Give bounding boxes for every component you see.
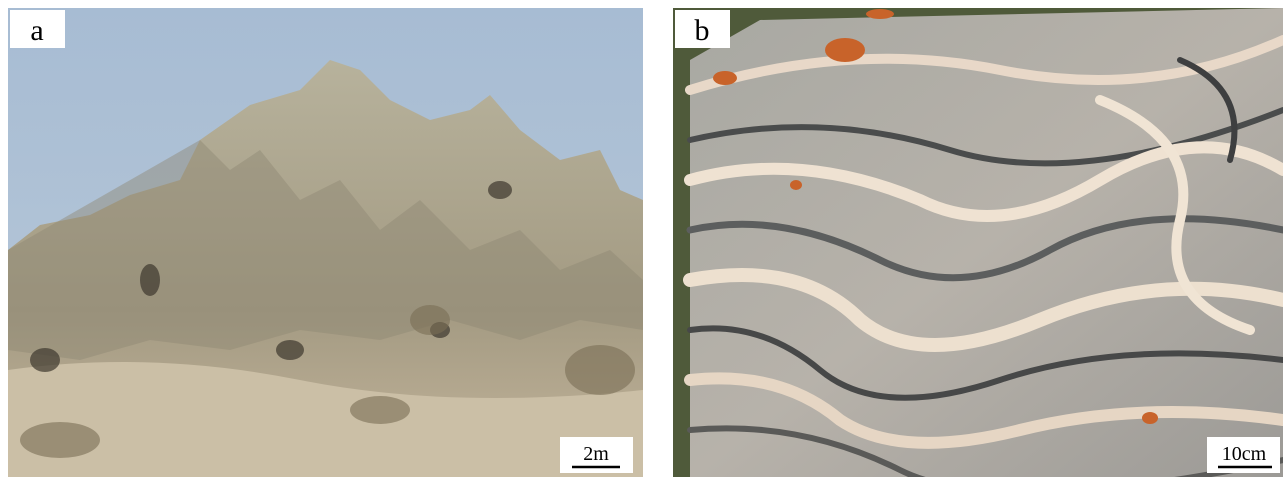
scale-bar-label: 10cm [1222, 443, 1267, 465]
figure: a 2m b 10cm [0, 0, 1286, 479]
photo-gneiss [673, 8, 1283, 479]
panel-label: a [30, 14, 43, 47]
photo-outcrop [8, 8, 643, 477]
panel-label: b [695, 14, 710, 47]
scale-bar-label: 2m [583, 443, 609, 465]
page: a 2m b 10cm (() => { const data = JSON.p… [0, 0, 1286, 479]
